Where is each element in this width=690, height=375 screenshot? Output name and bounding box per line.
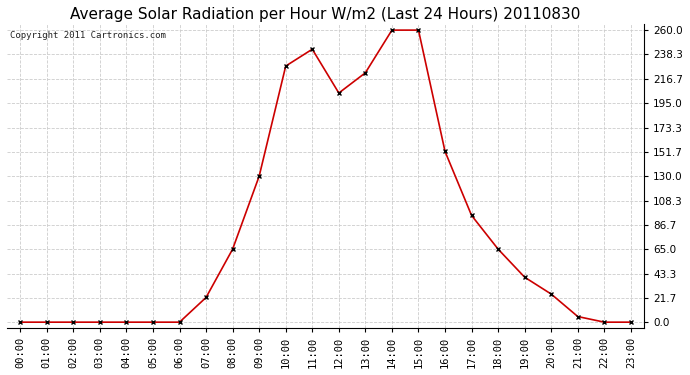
Title: Average Solar Radiation per Hour W/m2 (Last 24 Hours) 20110830: Average Solar Radiation per Hour W/m2 (L… — [70, 7, 581, 22]
Text: Copyright 2011 Cartronics.com: Copyright 2011 Cartronics.com — [10, 31, 166, 40]
